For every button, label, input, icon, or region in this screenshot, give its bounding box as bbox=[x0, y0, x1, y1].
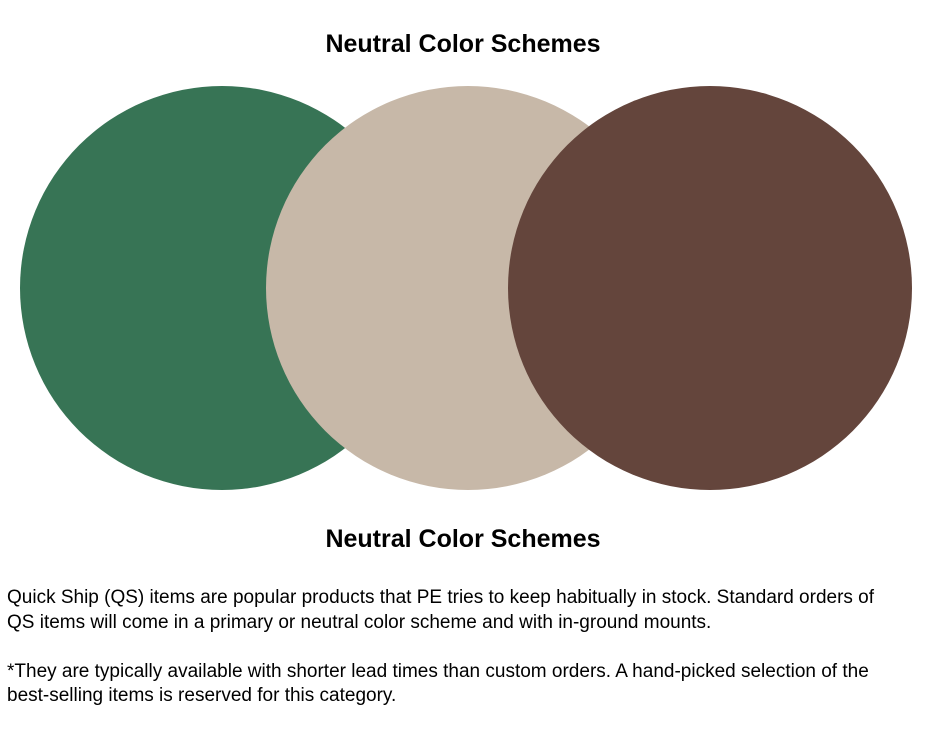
swatch-caption: Neutral Color Schemes bbox=[325, 525, 601, 553]
paragraph-lead-times: *They are typically available with short… bbox=[7, 660, 875, 707]
color-swatch-group bbox=[0, 86, 926, 492]
brown-swatch bbox=[508, 86, 912, 490]
paragraph-quick-ship: Quick Ship (QS) items are popular produc… bbox=[7, 587, 880, 633]
page-title: Neutral Color Schemes bbox=[325, 30, 601, 58]
body-text: Quick Ship (QS) items are popular produc… bbox=[7, 586, 887, 709]
